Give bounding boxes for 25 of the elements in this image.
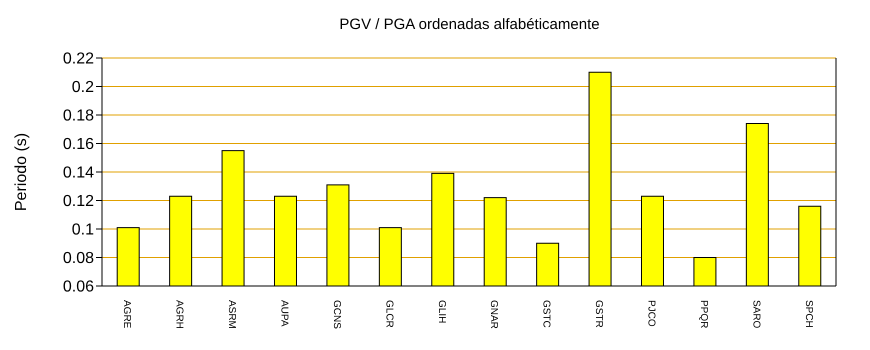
y-tick-label: 0.2 (72, 79, 94, 96)
y-tick-label: 0.16 (62, 136, 94, 154)
x-tick-label: ASRM (226, 300, 238, 329)
y-tick-label: 0.08 (62, 250, 94, 268)
y-tick-label: 0.14 (62, 164, 94, 182)
x-tick-label: SARO (750, 300, 762, 329)
y-tick-label: 0.1 (72, 222, 94, 239)
x-tick-label: GSTC (540, 300, 552, 328)
x-tick-label: PPQR (698, 300, 709, 328)
x-tick-label: GNAR (488, 300, 500, 329)
x-tick-label: AGRH (174, 300, 185, 329)
y-axis-title: Periodo (s) (13, 132, 31, 212)
x-tick-label: GLCR (383, 300, 394, 328)
x-tick-label: GLIH (436, 300, 447, 324)
x-tick-label: SPCH (802, 300, 814, 328)
y-tick-label: 0.06 (62, 278, 94, 296)
x-tick-label: AGRE (121, 300, 132, 329)
chart-title: PGV / PGA ordenadas alfabéticamente (338, 16, 601, 33)
x-tick-label: AUPA (278, 300, 290, 327)
y-tick-label: 0.12 (62, 193, 94, 210)
x-tick-label: GSTR (593, 300, 604, 328)
y-tick-label: 0.18 (62, 108, 94, 125)
y-tick-label: 0.22 (62, 50, 94, 68)
x-tick-label: GCNS (330, 300, 342, 330)
x-tick-label: PJCO (646, 300, 656, 327)
